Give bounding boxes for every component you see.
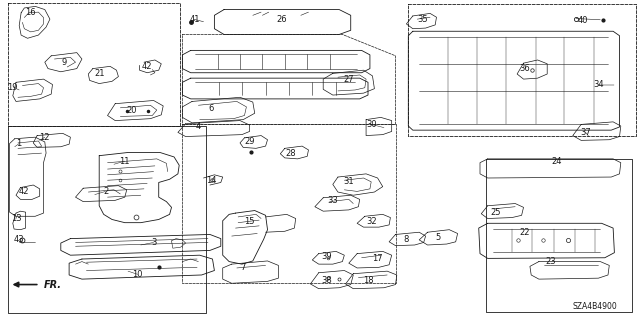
Text: 37: 37: [580, 128, 591, 137]
Text: 2: 2: [103, 187, 108, 196]
Text: 10: 10: [132, 270, 143, 279]
Text: 14: 14: [206, 176, 216, 185]
Text: 43: 43: [14, 235, 24, 244]
Text: SZA4B4900: SZA4B4900: [573, 302, 618, 311]
Text: 41: 41: [190, 15, 200, 24]
Text: 42: 42: [142, 63, 152, 71]
Text: 30: 30: [366, 120, 376, 129]
Text: 20: 20: [126, 106, 136, 115]
Text: 8: 8: [404, 235, 409, 244]
Text: 29: 29: [244, 137, 255, 146]
Text: 15: 15: [244, 217, 255, 226]
Text: 27: 27: [344, 75, 354, 84]
Text: 26: 26: [276, 15, 287, 24]
Text: 34: 34: [593, 80, 604, 89]
Text: 4: 4: [196, 122, 201, 130]
Text: 7: 7: [241, 263, 246, 272]
Text: 11: 11: [120, 157, 130, 166]
Text: 12: 12: [40, 133, 50, 142]
Text: 25: 25: [491, 208, 501, 217]
Text: 19: 19: [8, 83, 18, 92]
Text: 39: 39: [321, 252, 332, 261]
Text: 17: 17: [372, 254, 383, 263]
Text: 6: 6: [209, 104, 214, 113]
Text: 5: 5: [436, 233, 441, 242]
Text: 35: 35: [417, 15, 428, 24]
Text: 22: 22: [520, 228, 530, 237]
Text: 13: 13: [11, 214, 21, 223]
Text: 33: 33: [328, 197, 338, 205]
Text: 32: 32: [366, 217, 376, 226]
Text: 31: 31: [344, 177, 354, 186]
Text: 24: 24: [552, 157, 562, 166]
Text: 1: 1: [17, 139, 22, 148]
Text: 28: 28: [286, 149, 296, 158]
Text: 38: 38: [321, 276, 332, 285]
Text: FR.: FR.: [44, 279, 61, 290]
Text: 3: 3: [151, 238, 156, 247]
Text: 18: 18: [363, 276, 373, 285]
Text: 16: 16: [26, 8, 36, 17]
Text: 9: 9: [61, 58, 67, 67]
Text: 40: 40: [577, 16, 588, 25]
Text: 42: 42: [19, 187, 29, 196]
Text: 21: 21: [94, 69, 104, 78]
Text: 23: 23: [545, 257, 556, 266]
Text: 36: 36: [520, 64, 530, 73]
